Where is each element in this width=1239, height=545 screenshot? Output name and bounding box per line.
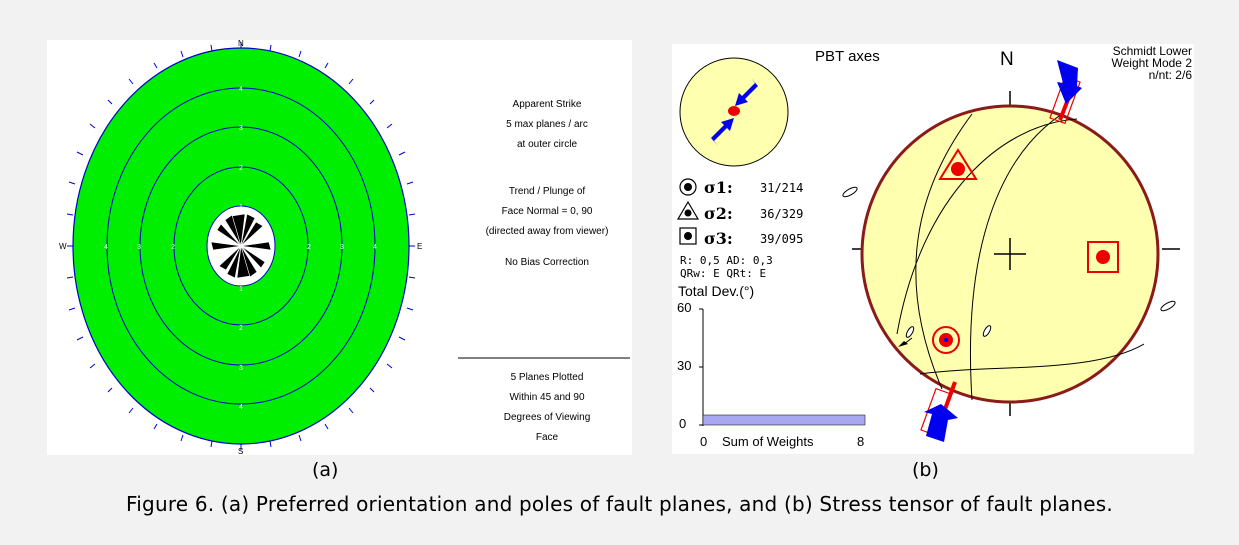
- histogram-bar: [702, 414, 866, 426]
- ring-label-n-4: 4: [239, 86, 243, 93]
- ring-label-w-4: 4: [104, 244, 108, 251]
- panel-b-title: PBT axes: [815, 48, 880, 65]
- projection-info: Schmidt Lower Weight Mode 2 n/nt: 2/6: [1111, 44, 1193, 82]
- sigma3-marker: [1087, 241, 1119, 273]
- stress-stereonet: [676, 57, 1180, 442]
- slip-marker-2: [982, 325, 992, 337]
- ring-label-s-1: 1: [239, 286, 243, 293]
- info-planes-plotted: 5 Planes Plotted Within 45 and 90 Degree…: [503, 372, 591, 443]
- p-arrow-bottom: [920, 381, 958, 442]
- rose-diagram: 1 2 3 4 1 2 3 4 2 3 4 2 3 4 N S W E: [59, 40, 630, 455]
- figure-panel-b: PBT axes N Schmidt Lower Weight Mode 2 n…: [672, 44, 1194, 454]
- mini-arrow-bottom: [711, 118, 734, 146]
- subfigure-label-b: (b): [912, 459, 939, 481]
- sigma3-label: σ3:: [704, 229, 733, 248]
- sigma3-value: 39/095: [760, 232, 804, 246]
- fault-plane-1: [915, 113, 973, 390]
- sigma2-label: σ2:: [704, 204, 733, 223]
- fault-plane-3: [896, 118, 1078, 335]
- p-arrow-top: [1049, 60, 1082, 125]
- fault-plane-2: [969, 113, 1063, 401]
- north-label: N: [1000, 49, 1014, 70]
- compass-e: E: [417, 242, 422, 251]
- ring-4: [106, 87, 376, 405]
- ring-3: [139, 126, 343, 366]
- sigma1-label: σ1:: [704, 178, 733, 197]
- histogram-xmin: 0: [700, 434, 708, 449]
- fault-plane-4: [919, 343, 1145, 375]
- ring-label-w-3: 3: [137, 244, 141, 251]
- figure-caption: Figure 6. (a) Preferred orientation and …: [126, 492, 1113, 516]
- sigma1-value: 31/214: [760, 181, 804, 195]
- ring-label-s-4: 4: [239, 404, 243, 411]
- figure-panel-a: 1 2 3 4 1 2 3 4 2 3 4 2 3 4 N S W E: [47, 40, 632, 455]
- slip-marker-right: [1160, 300, 1176, 312]
- compass-n: N: [238, 40, 244, 48]
- ring-label-s-2: 2: [239, 325, 243, 332]
- sigma-legend-symbols: [676, 178, 700, 245]
- ring-label-e-3: 3: [340, 244, 344, 251]
- main-stereonet: [842, 60, 1180, 442]
- histogram-xlabel: Sum of Weights: [722, 434, 814, 449]
- ring-label-n-2: 2: [239, 165, 243, 172]
- ring-label-n-3: 3: [239, 125, 243, 132]
- ratio-info: R: 0,5 AD: 0,3 QRw: E QRt: E: [680, 254, 773, 280]
- histogram-title: Total Dev.(°): [678, 283, 755, 299]
- slip-marker-1: [905, 326, 915, 338]
- subfigure-label-a: (a): [312, 459, 339, 481]
- sigma2-value: 36/329: [760, 207, 804, 221]
- ring-label-e-4: 4: [373, 244, 377, 251]
- compass-s: S: [238, 447, 243, 455]
- histogram-ytick-0: 0: [679, 416, 687, 431]
- histogram-ytick-60: 60: [677, 300, 692, 315]
- info-bias: No Bias Correction: [505, 257, 589, 268]
- histogram-xmax: 8: [857, 434, 865, 449]
- ring-label-w-2: 2: [171, 244, 175, 251]
- ring-label-s-3: 3: [239, 365, 243, 372]
- sigma2-marker: [938, 148, 978, 180]
- compass-w: W: [59, 242, 67, 251]
- info-apparent-strike: Apparent Strike 5 max planes / arc at ou…: [506, 99, 588, 150]
- outer-ticks: [66, 42, 416, 450]
- ring-label-n-1: 1: [239, 204, 243, 211]
- ring-label-e-2: 2: [307, 244, 311, 251]
- ring-2: [173, 166, 309, 326]
- slip-marker-left: [842, 186, 858, 198]
- sigma1-marker: [932, 326, 960, 354]
- mini-stereonet: [679, 57, 789, 167]
- deviation-histogram: [699, 308, 866, 426]
- histogram-ytick-30: 30: [677, 358, 692, 373]
- mini-arrow-top: [735, 78, 758, 106]
- rose-petals: [210, 213, 272, 279]
- info-face-normal: Trend / Plunge of Face Normal = 0, 90 (d…: [485, 186, 609, 237]
